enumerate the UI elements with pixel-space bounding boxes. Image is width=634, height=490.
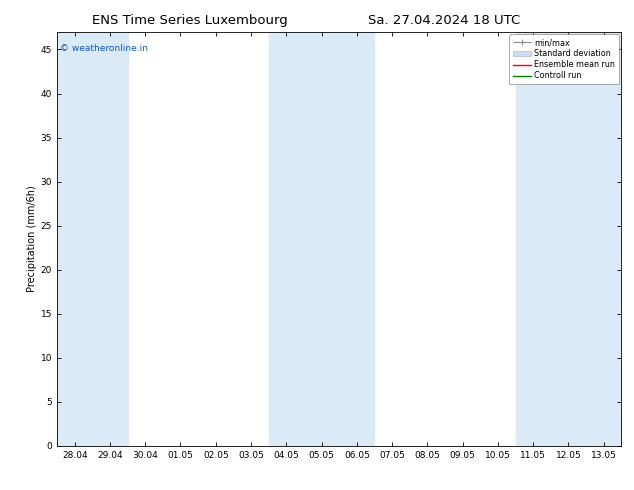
Bar (57, 32, 127, 446)
Text: ENS Time Series Luxembourg: ENS Time Series Luxembourg (93, 14, 288, 27)
Text: Sa. 27.04.2024 18 UTC: Sa. 27.04.2024 18 UTC (368, 14, 520, 27)
Legend: min/max, Standard deviation, Ensemble mean run, Controll run: min/max, Standard deviation, Ensemble me… (509, 34, 619, 84)
Bar (269, 32, 375, 446)
Y-axis label: Precipitation (mm/6h): Precipitation (mm/6h) (27, 186, 37, 292)
Text: © weatheronline.in: © weatheronline.in (60, 44, 148, 53)
Bar (515, 32, 621, 446)
